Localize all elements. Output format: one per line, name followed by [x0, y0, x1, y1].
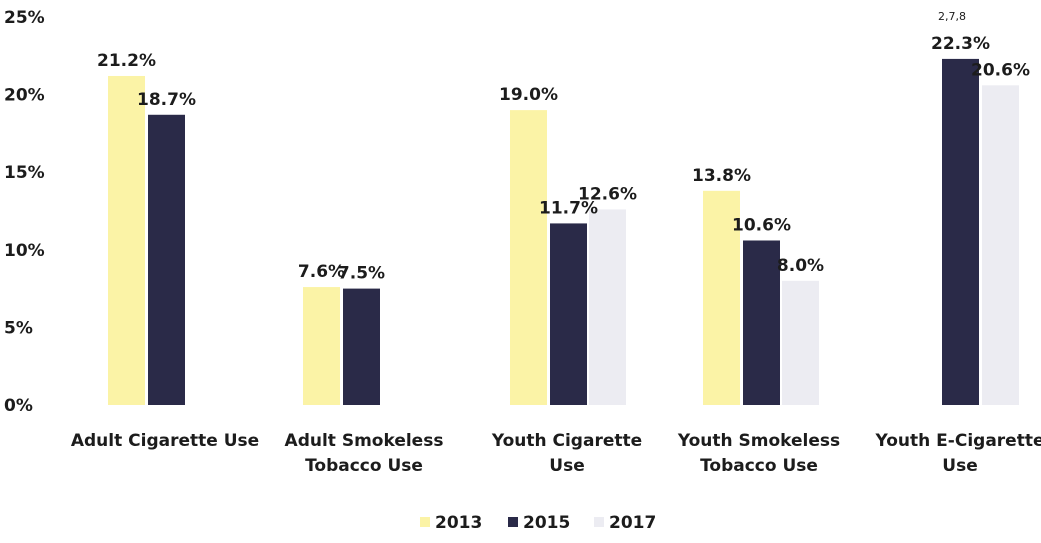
data-label: 21.2%	[97, 51, 156, 71]
y-tick-label: 5%	[4, 318, 33, 338]
y-tick-label: 0%	[4, 396, 33, 416]
data-label: 10.6%	[732, 215, 791, 235]
y-tick-label: 25%	[4, 8, 45, 28]
legend: 2013 2015 2017	[420, 513, 656, 533]
legend-label: 2015	[523, 513, 570, 533]
y-tick-label: 10%	[4, 241, 45, 261]
data-label: 8.0%	[777, 256, 824, 276]
bar-2017	[589, 209, 626, 405]
bar-2015	[743, 240, 780, 405]
data-label: 13.8%	[692, 166, 751, 186]
y-tick-label: 20%	[4, 86, 45, 106]
data-label: 18.7%	[137, 90, 196, 110]
bar-2015	[148, 115, 185, 405]
y-axis-ticks: 0% 5% 10% 15% 20% 25%	[4, 8, 45, 416]
footnote: 2,7,8	[938, 10, 966, 23]
bar-series	[108, 59, 1019, 405]
y-tick-label: 15%	[4, 163, 45, 183]
legend-swatch-2015	[508, 517, 518, 527]
bar-2013	[303, 287, 340, 405]
legend-swatch-2013	[420, 517, 430, 527]
data-label: 12.6%	[578, 184, 637, 204]
bar-2015	[343, 289, 380, 405]
data-label: 7.5%	[338, 264, 385, 284]
data-label: 19.0%	[499, 85, 558, 105]
bar-2017	[782, 281, 819, 405]
data-label: 22.3%	[931, 34, 990, 54]
category-label: Adult Cigarette Use	[71, 431, 259, 451]
legend-swatch-2017	[594, 517, 604, 527]
bar-2015	[942, 59, 979, 405]
legend-label: 2013	[435, 513, 482, 533]
bar-2015	[550, 223, 587, 405]
bar-2013	[510, 110, 547, 405]
bar-2017	[982, 85, 1019, 405]
data-label: 20.6%	[971, 60, 1030, 80]
bar-2013	[108, 76, 145, 405]
legend-label: 2017	[609, 513, 656, 533]
